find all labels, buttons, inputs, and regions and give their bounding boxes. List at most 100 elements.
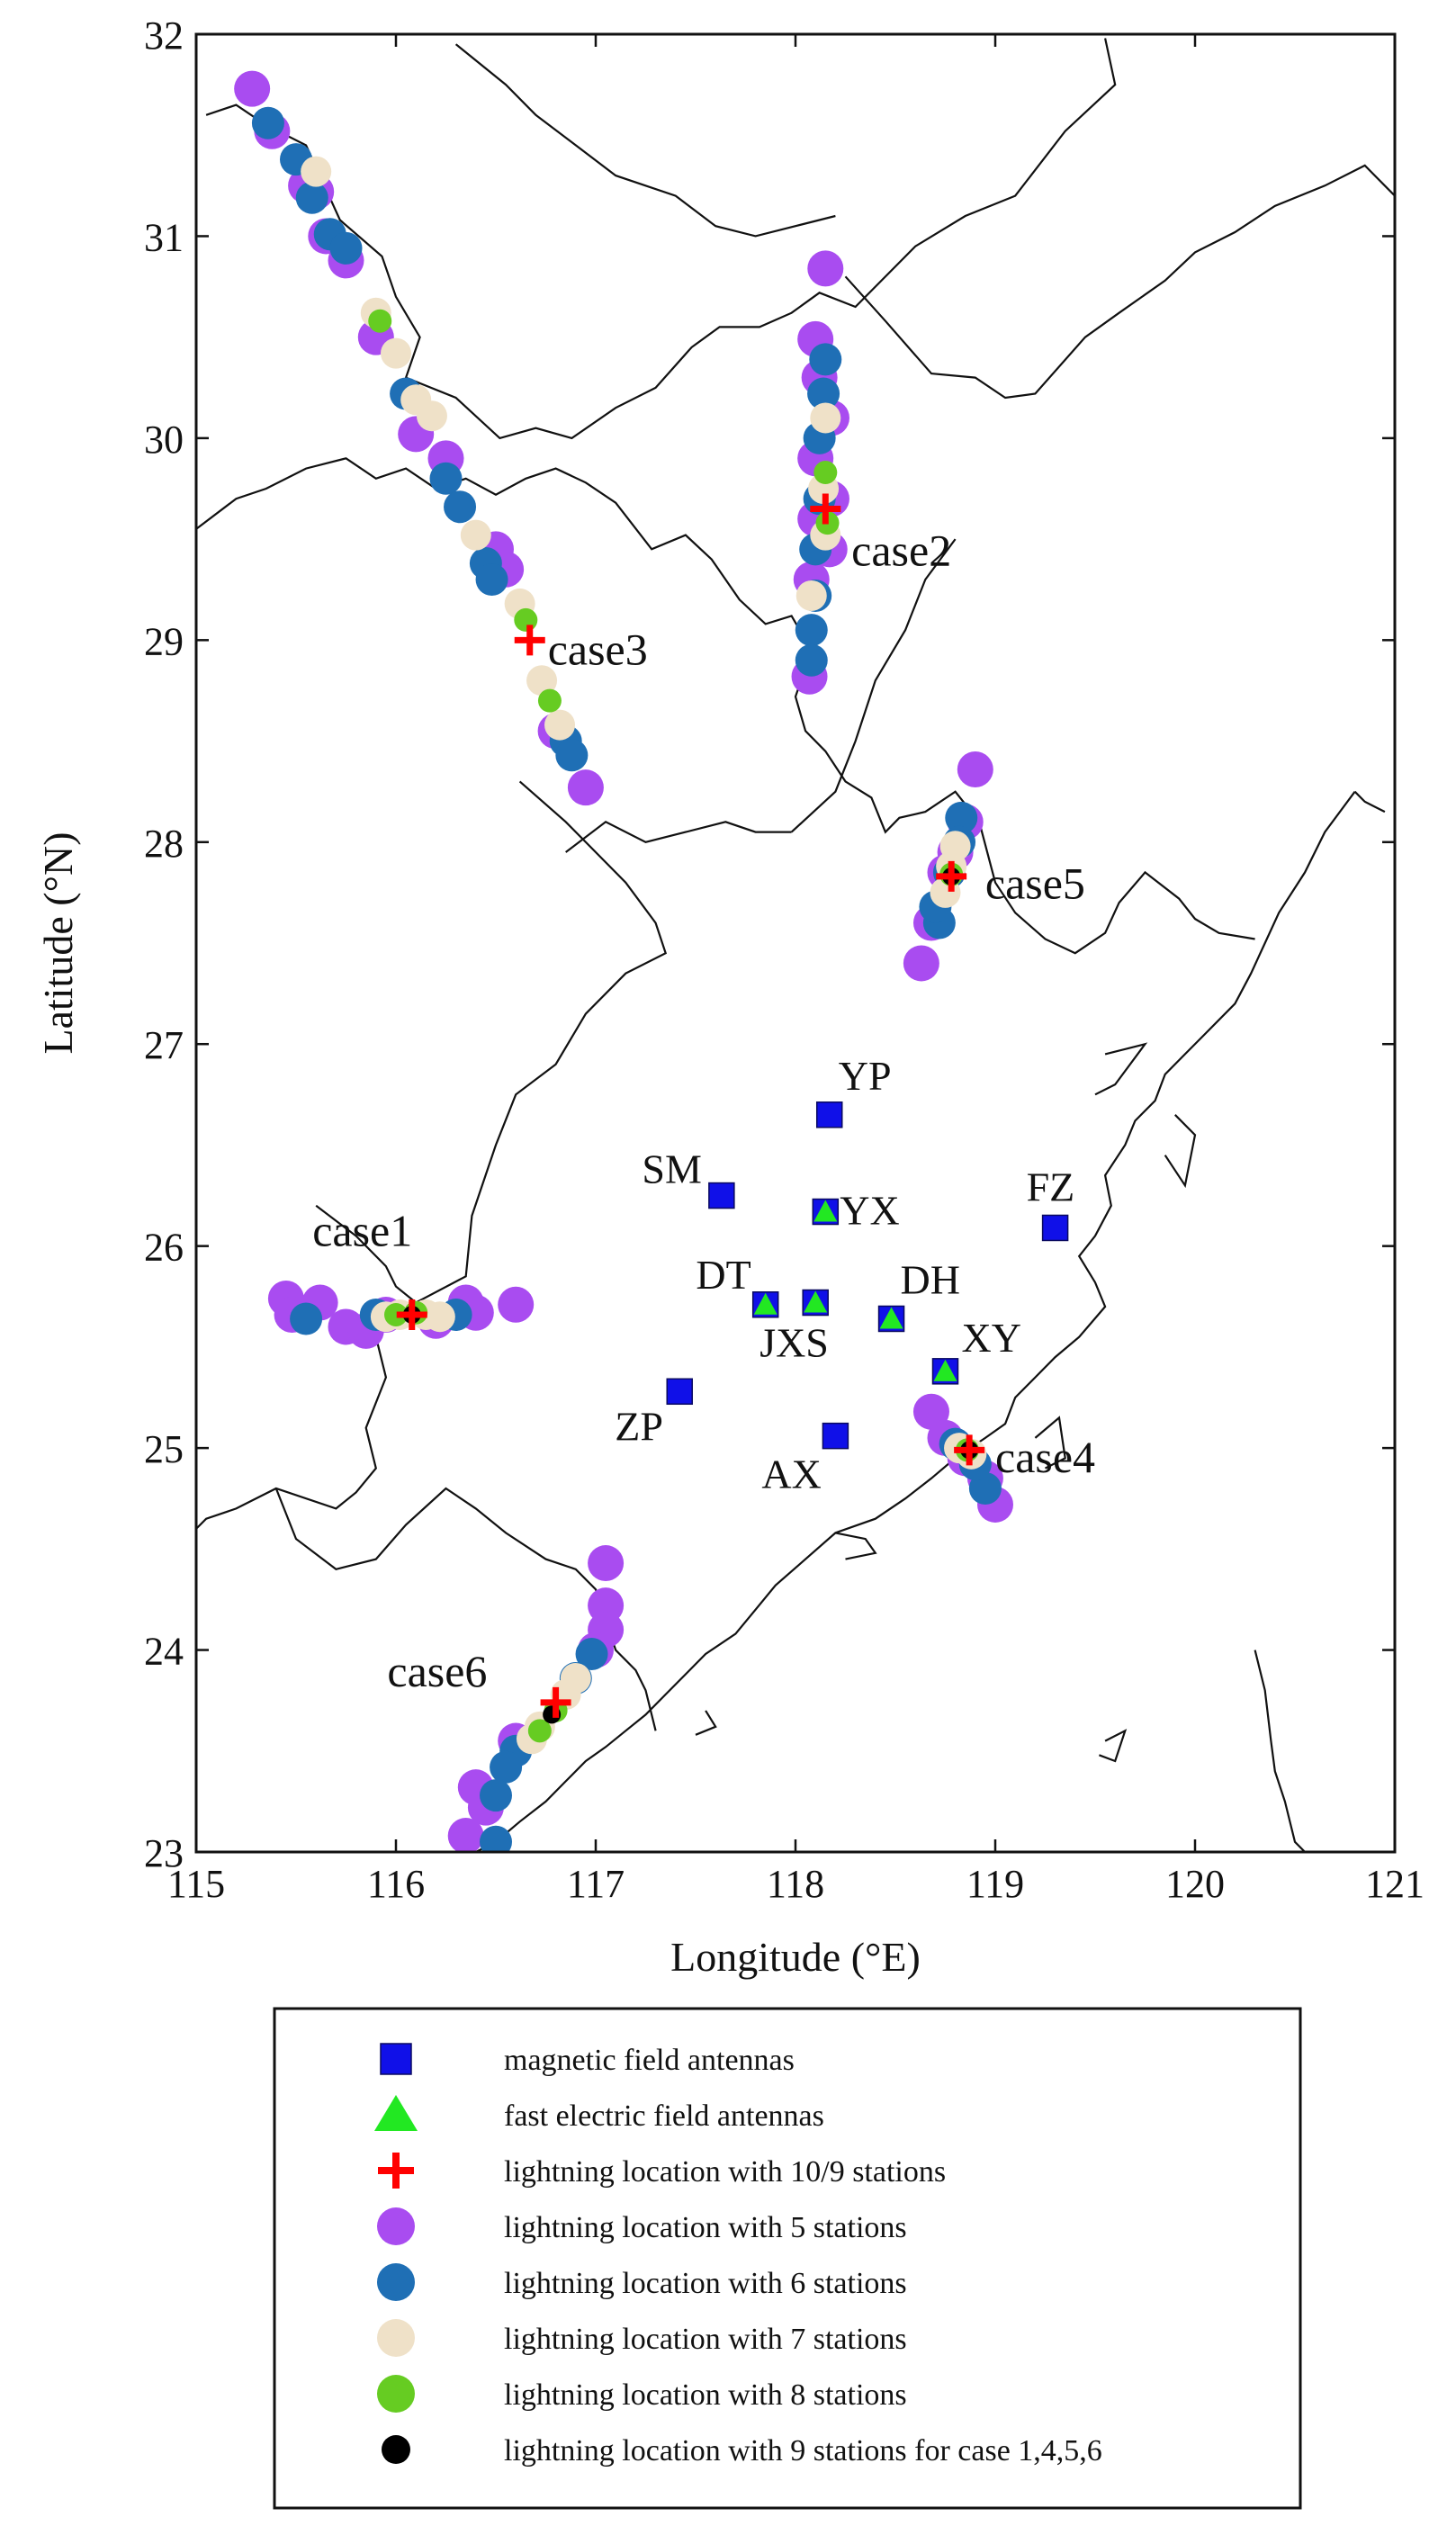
location-point-7-stations [526, 665, 558, 697]
reference-fix-marker [954, 1434, 985, 1466]
location-point-7-stations [381, 337, 411, 369]
y-axis-label: Latitude (°N) [35, 832, 81, 1054]
location-point-6-stations [575, 1638, 608, 1671]
location-point-8-stations [384, 1302, 408, 1326]
case-label-case5: case5 [985, 858, 1085, 909]
station-marker [666, 1378, 693, 1406]
fast-efield-marker [753, 1292, 777, 1315]
location-point-6-stations [329, 231, 363, 265]
station-label-xy: XY [962, 1315, 1021, 1361]
station-label-jxs: JXS [759, 1320, 829, 1366]
location-point-6-stations [807, 377, 840, 410]
y-tick-label: 30 [144, 418, 184, 462]
legend-label: lightning location with 6 stations [504, 2267, 907, 2300]
x-tick-label: 121 [1365, 1862, 1425, 1906]
location-point-5-stations [807, 250, 844, 287]
location-point-7-stations [424, 1301, 455, 1333]
location-point-6-stations [795, 614, 828, 647]
coastline [1099, 1729, 1128, 1763]
station-label-dt: DT [696, 1252, 750, 1298]
y-tick-label: 25 [144, 1427, 184, 1471]
location-point-8-stations [813, 461, 838, 485]
location-point-8-stations [514, 607, 538, 632]
location-point-5-stations [588, 1545, 625, 1582]
case-label-case1: case1 [312, 1206, 412, 1256]
station-label-yp: YP [839, 1053, 892, 1099]
reference-fix-marker [514, 625, 545, 656]
station-marker [822, 1422, 849, 1450]
province-boundary [315, 1204, 417, 1304]
x-tick-label: 115 [167, 1862, 225, 1906]
y-tick-label: 32 [144, 13, 184, 58]
reference-fixes-layer [396, 493, 985, 1718]
legend-label: fast electric field antennas [504, 2099, 824, 2133]
x-tick-label: 119 [966, 1862, 1024, 1906]
location-point-5-stations [498, 1286, 535, 1323]
legend-triangle-icon [374, 2095, 418, 2131]
location-point-6-stations [480, 1779, 512, 1812]
coastline [835, 1532, 877, 1560]
province-boundary [790, 538, 957, 833]
reference-fix-marker [810, 493, 841, 525]
location-point-6-stations [555, 739, 589, 772]
province-boundary [844, 164, 1395, 400]
reference-fix-marker [540, 1686, 571, 1718]
location-point-8-stations [527, 1719, 552, 1743]
case-label-case4: case4 [995, 1432, 1095, 1482]
province-boundary [205, 38, 1117, 440]
station-marker [708, 1182, 735, 1209]
location-point-7-stations [795, 580, 827, 611]
legend-square-icon [380, 2043, 412, 2075]
coastline [1094, 1042, 1148, 1096]
station-marker [1041, 1214, 1069, 1242]
province-boundary [454, 43, 836, 238]
legend-circle-icon [382, 2435, 410, 2464]
location-point-7-stations [810, 402, 841, 434]
legend-label: magnetic field antennas [504, 2044, 795, 2077]
case-label-case6: case6 [387, 1646, 487, 1696]
x-tick-label: 117 [567, 1862, 625, 1906]
fast-efield-marker [933, 1359, 957, 1381]
province-boundary [274, 1487, 657, 1731]
coastline [695, 1710, 717, 1736]
location-point-5-stations [234, 70, 271, 107]
location-point-7-stations [416, 400, 447, 432]
x-tick-label: 120 [1165, 1862, 1225, 1906]
legend-label: lightning location with 10/9 stations [504, 2155, 946, 2189]
x-tick-label: 118 [767, 1862, 824, 1906]
station-label-sm: SM [642, 1146, 701, 1192]
station-label-yx: YX [840, 1188, 899, 1234]
y-tick-label: 24 [144, 1630, 184, 1674]
y-tick-label: 27 [144, 1023, 184, 1067]
reference-fix-marker [396, 1299, 427, 1330]
location-point-7-stations [301, 156, 332, 187]
location-point-6-stations [795, 643, 828, 677]
location-point-8-stations [537, 688, 562, 713]
legend-label: lightning location with 5 stations [504, 2211, 907, 2244]
legend-circle-icon [377, 2263, 415, 2301]
location-point-7-stations [460, 519, 491, 551]
location-point-8-stations [368, 309, 392, 333]
legend-label: lightning location with 9 stations for c… [504, 2434, 1102, 2468]
legend-circle-icon [377, 2375, 415, 2413]
location-point-7-stations [544, 709, 576, 741]
station-label-zp: ZP [615, 1403, 663, 1449]
x-axis-label: Longitude (°E) [670, 1934, 921, 1980]
x-tick-label: 116 [367, 1862, 425, 1906]
legend-plus-icon [378, 2153, 414, 2189]
location-point-6-stations [490, 1750, 523, 1784]
coastline [1353, 790, 1386, 814]
location-point-6-stations [295, 181, 328, 214]
coastline [1034, 1416, 1066, 1470]
legend-label: lightning location with 8 stations [504, 2378, 907, 2412]
province-boundary [196, 457, 1255, 955]
y-tick-label: 29 [144, 619, 184, 663]
legend-label: lightning location with 7 stations [504, 2323, 907, 2356]
station-label-fz: FZ [1027, 1164, 1075, 1209]
fast-efield-marker [879, 1307, 903, 1329]
lightning-locations-layer [234, 70, 1013, 1852]
location-point-5-stations [447, 1818, 484, 1852]
y-tick-label: 31 [144, 215, 184, 259]
